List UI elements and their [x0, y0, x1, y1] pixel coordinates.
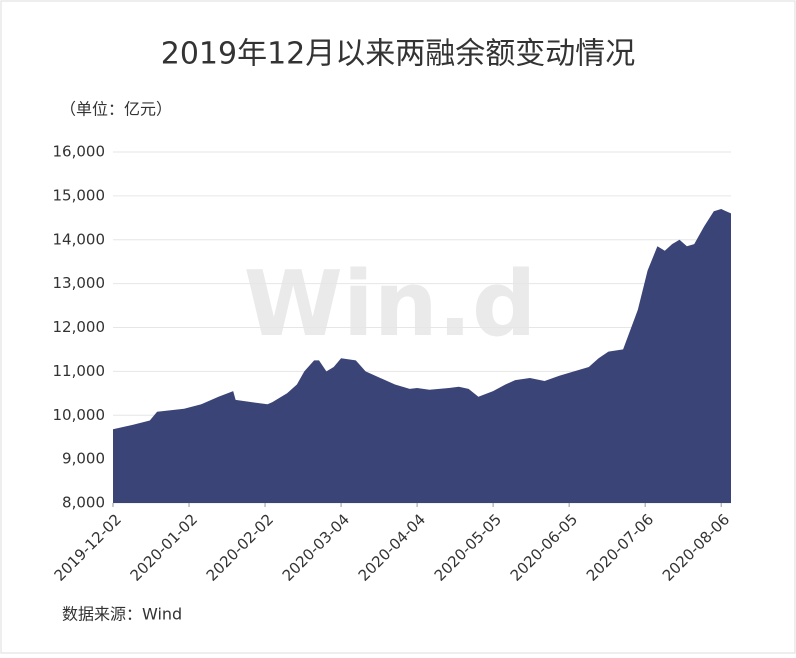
y-tick-label: 14,000: [53, 230, 106, 248]
y-tick-label: 11,000: [53, 362, 106, 380]
y-tick-label: 10,000: [53, 406, 106, 424]
source: 数据来源：Wind: [62, 605, 182, 624]
y-tick-label: 12,000: [53, 318, 106, 336]
watermark: Win.d: [244, 252, 537, 357]
area: [113, 209, 731, 503]
y-tick-label: 13,000: [53, 274, 106, 292]
chart-title: 2019年12月以来两融余额变动情况: [161, 37, 636, 72]
y-tick-label: 9,000: [62, 450, 105, 468]
y-tick-label: 16,000: [53, 143, 106, 161]
unit-label: （单位：亿元）: [60, 100, 172, 119]
y-tick-label: 8,000: [62, 494, 105, 512]
y-tick-label: 15,000: [53, 186, 106, 204]
